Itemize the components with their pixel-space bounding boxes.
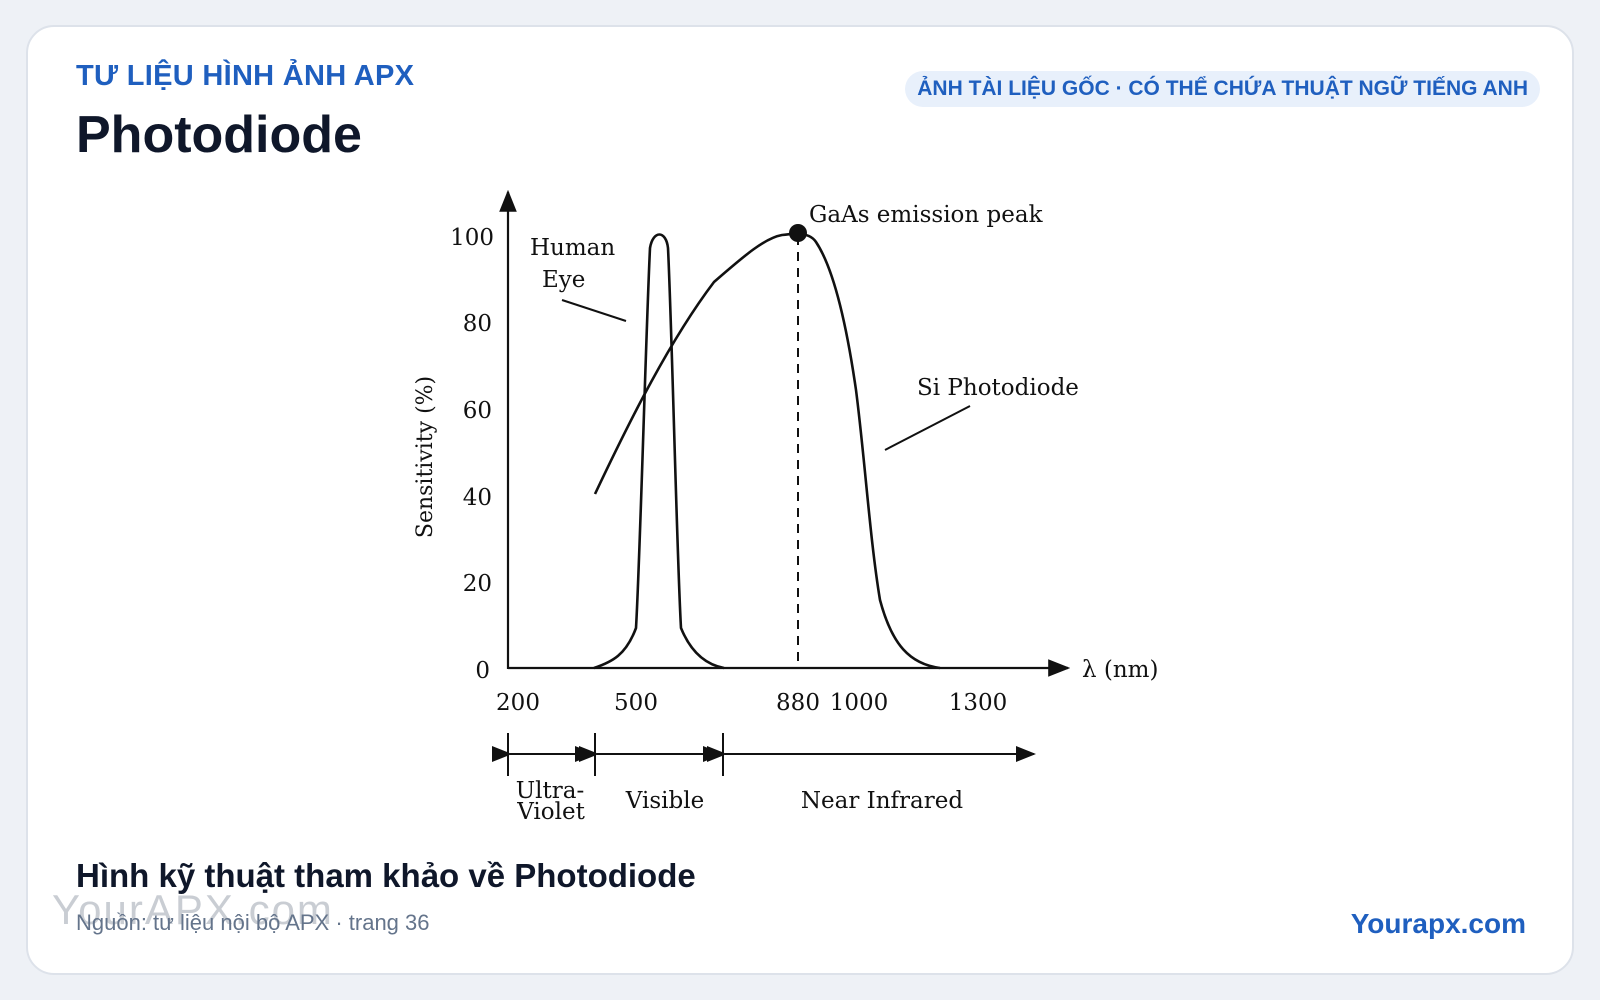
near-ir-band-label: Near Infrared [801,788,963,814]
y-tick-80: 80 [463,311,492,337]
y-tick-40: 40 [463,485,492,511]
y-tick-0: 0 [475,658,490,684]
sensitivity-chart-svg: 100 80 60 40 20 0 Sensitivity (%) 200 50… [413,189,1158,825]
x-tick-1300: 1300 [949,690,1008,716]
page-title: Photodiode [76,106,362,164]
uv-band-label-line1: Ultra- [516,778,584,804]
photodiode-sensitivity-figure: 100 80 60 40 20 0 Sensitivity (%) 200 50… [400,180,1200,850]
y-tick-20: 20 [463,571,492,597]
y-tick-100: 100 [450,225,494,251]
x-tick-500: 500 [614,690,658,716]
y-tick-60: 60 [463,398,492,424]
watermark: YourAPX.com [52,886,334,933]
x-tick-200: 200 [496,690,540,716]
site-link[interactable]: Yourapx.com [1350,908,1526,939]
gaas-peak-label: GaAs emission peak [809,202,1044,228]
si-photodiode-leader [884,405,971,451]
source-note: Nguồn: tư liệu nội bộ APX · trang 36 [76,910,430,935]
visible-band-label: Visible [625,788,704,814]
x-axis-label: λ (nm) [1082,657,1158,683]
human-eye-curve [593,233,725,670]
human-eye-label-line1: Human [530,235,615,261]
human-eye-label-line2: Eye [542,267,585,293]
human-eye-leader [561,299,627,322]
gaas-peak-marker [789,224,807,242]
figure-caption: Hình kỹ thuật tham khảo về Photodiode [76,857,696,894]
x-tick-1000: 1000 [830,690,889,716]
si-photodiode-curve [593,232,941,670]
source-badge: ẢNH TÀI LIỆU GỐC · CÓ THỂ CHỨA THUẬT NGỮ… [905,71,1540,107]
uv-band-label-line2: Violet [516,799,585,825]
document-card [26,25,1574,975]
si-photodiode-label: Si Photodiode [917,375,1079,401]
x-tick-880: 880 [776,690,820,716]
y-axis-label: Sensitivity (%) [413,376,438,538]
section-kicker: TƯ LIỆU HÌNH ẢNH APX [76,60,415,92]
